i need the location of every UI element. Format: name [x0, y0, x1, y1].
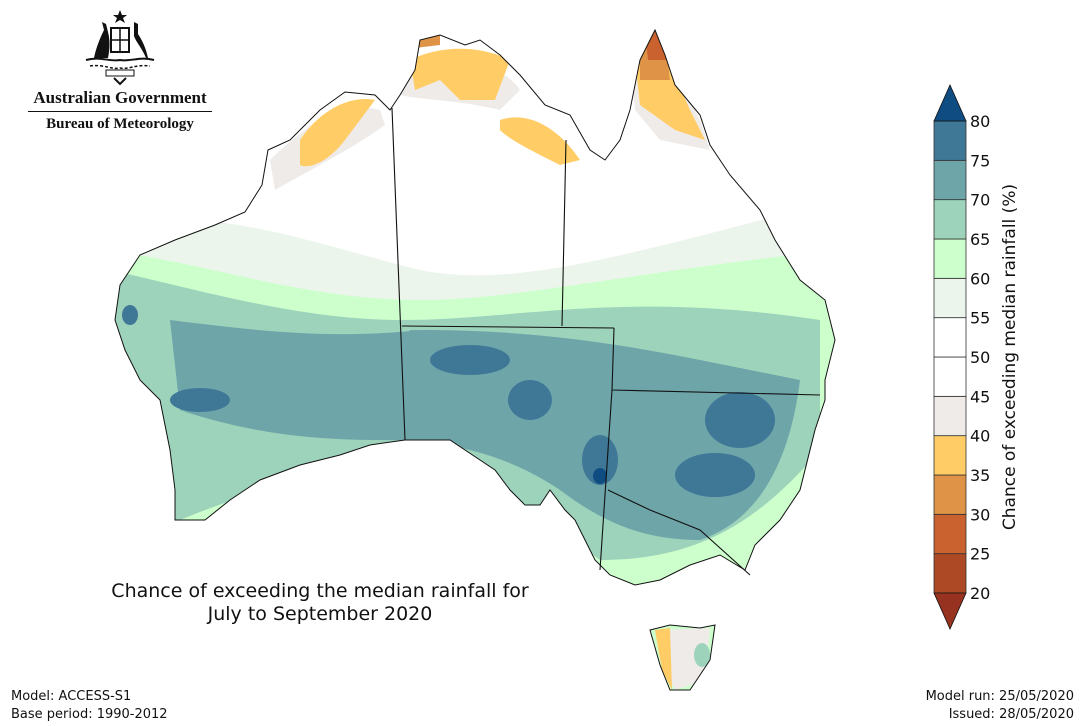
- colorbar-tick-label: 65: [970, 230, 990, 249]
- colorbar-tick-label: 50: [970, 348, 990, 367]
- colorbar-segment: [933, 120, 967, 161]
- agency-name: Bureau of Meteorology: [46, 116, 194, 132]
- title-line-1: Chance of exceeding the median rainfall …: [111, 580, 529, 602]
- tasmania-coastline: [649, 624, 716, 691]
- colorbar-segment: [933, 395, 967, 437]
- colorbar-tick-label: 35: [970, 466, 990, 485]
- colorbar-tick-label: 25: [970, 545, 990, 564]
- colorbar-tick-label: 70: [970, 191, 990, 210]
- colorbar-tick-label: 45: [970, 387, 990, 406]
- gov-name: Australian Government: [33, 88, 207, 107]
- colorbar-segment: [933, 159, 967, 201]
- bom-logo: Australian Government Bureau of Meteorol…: [20, 8, 220, 133]
- footer-right: Model run: 25/05/2020 Issued: 28/05/2020: [926, 688, 1074, 724]
- state-borders: [391, 107, 821, 576]
- colorbar-segment: [933, 356, 967, 397]
- logo-divider: [28, 111, 212, 112]
- australia-map: [114, 29, 836, 691]
- coat-of-arms-icon: [85, 10, 155, 86]
- colorbar-segment: [933, 317, 967, 358]
- footer-left: Model: ACCESS-S1 Base period: 1990-2012: [11, 688, 168, 724]
- issued-date: Issued: 28/05/2020: [948, 707, 1074, 722]
- model-run-date: Model run: 25/05/2020: [925, 689, 1074, 704]
- colorbar-tick-label: 55: [970, 309, 990, 328]
- colorbar-tick-label: 20: [970, 584, 990, 603]
- colorbar-tick-label: 30: [970, 505, 990, 524]
- colorbar-tick-label: 60: [970, 269, 990, 288]
- model-name: Model: ACCESS-S1: [11, 689, 132, 704]
- colorbar-over-arrow: [933, 84, 967, 122]
- title-line-2: July to September 2020: [207, 603, 433, 625]
- map-title: Chance of exceeding the median rainfall …: [60, 580, 580, 626]
- colorbar-segment: [933, 435, 967, 476]
- colorbar-segment: [933, 277, 967, 319]
- colorbar-tick-label: 75: [970, 151, 990, 170]
- colorbar-segment: [933, 513, 967, 555]
- base-period: Base period: 1990-2012: [11, 707, 168, 722]
- colorbar-under-arrow: [933, 592, 967, 630]
- colorbar-segment: [933, 553, 967, 594]
- colorbar-tick-label: 80: [970, 112, 990, 131]
- colorbar-segment: [933, 238, 967, 279]
- colorbar-segment: [933, 474, 967, 515]
- colorbar-segment: [933, 199, 967, 240]
- colorbar-tick-label: 40: [970, 427, 990, 446]
- colorbar-label: Chance of exceeding median rainfall (%): [1000, 184, 1020, 530]
